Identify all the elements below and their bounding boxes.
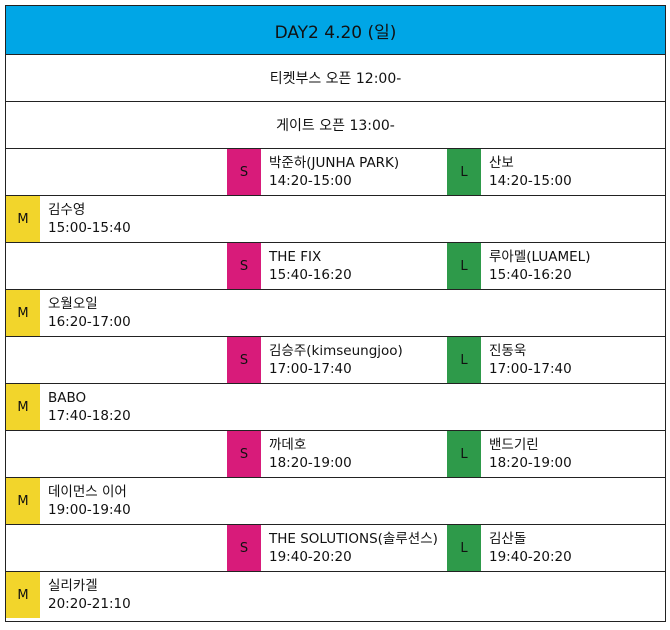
performance-time: 15:40-16:20 bbox=[269, 267, 352, 283]
slot-text: 루아멜(LUAMEL) 15:40-16:20 bbox=[489, 248, 590, 284]
gate-open-text: 게이트 오픈 13:00- bbox=[276, 118, 395, 134]
performance-time: 19:00-19:40 bbox=[48, 502, 131, 518]
stage-badge-l: L bbox=[447, 243, 481, 289]
artist-name: 밴드기린 bbox=[489, 437, 539, 453]
artist-name: 까데호 bbox=[269, 437, 307, 453]
schedule-row: S 김승주(kimseungjoo) 17:00-17:40 L 진동욱 17:00-17… bbox=[6, 337, 665, 384]
gate-open-row: 게이트 오픈 13:00- bbox=[6, 102, 665, 149]
schedule-row: M 오월오일 16:20-17:00 bbox=[6, 290, 665, 337]
slot-text: THE FIX 15:40-16:20 bbox=[269, 248, 352, 284]
stage-badge-m: M bbox=[6, 384, 40, 430]
stage-badge-l: L bbox=[447, 337, 481, 383]
slot-text: BABO 17:40-18:20 bbox=[48, 389, 131, 425]
stage-badge-m: M bbox=[6, 572, 40, 618]
performance-time: 14:20-15:00 bbox=[269, 173, 352, 189]
artist-name: 루아멜(LUAMEL) bbox=[489, 249, 591, 265]
day-title: DAY2 4.20 (일) bbox=[274, 22, 397, 43]
slot-text: 밴드기린 18:20-19:00 bbox=[489, 436, 572, 472]
slot-text: 산보 14:20-15:00 bbox=[489, 154, 572, 190]
performance-time: 18:20-19:00 bbox=[269, 455, 352, 471]
stage-badge-l: L bbox=[447, 525, 481, 571]
artist-name: 김승주(kimseungjoo) bbox=[269, 343, 403, 359]
schedule-row: M 김수영 15:00-15:40 bbox=[6, 196, 665, 243]
performance-time: 16:20-17:00 bbox=[48, 314, 131, 330]
schedule-row: S 까데호 18:20-19:00 L 밴드기린 18:20-19:00 bbox=[6, 431, 665, 478]
schedule-row: M 데이먼스 이어 19:00-19:40 bbox=[6, 478, 665, 525]
schedule-row: S THE FIX 15:40-16:20 L 루아멜(LUAMEL) 15:40-16:… bbox=[6, 243, 665, 290]
performance-time: 17:00-17:40 bbox=[269, 361, 352, 377]
performance-time: 18:20-19:00 bbox=[489, 455, 572, 471]
day-header: DAY2 4.20 (일) bbox=[6, 6, 665, 55]
stage-badge-l: L bbox=[447, 149, 481, 195]
performance-time: 15:40-16:20 bbox=[489, 267, 572, 283]
schedule-row: S 박준하(JUNHA PARK) 14:20-15:00 L 산보 14:20-15:0… bbox=[6, 149, 665, 196]
slot-text: 김산돌 19:40-20:20 bbox=[489, 530, 572, 566]
slot-text: 실리카겔 20:20-21:10 bbox=[48, 577, 131, 613]
stage-badge-m: M bbox=[6, 196, 40, 242]
slot-text: 박준하(JUNHA PARK) 14:20-15:00 bbox=[269, 154, 399, 190]
stage-badge-s: S bbox=[227, 243, 261, 289]
artist-name: THE FIX bbox=[269, 249, 322, 265]
stage-badge-l: L bbox=[447, 431, 481, 477]
slot-text: 진동욱 17:00-17:40 bbox=[489, 342, 572, 378]
ticket-booth-row: 티켓부스 오픈 12:00- bbox=[6, 55, 665, 102]
slot-text: 까데호 18:20-19:00 bbox=[269, 436, 352, 472]
performance-time: 15:00-15:40 bbox=[48, 220, 131, 236]
stage-badge-m: M bbox=[6, 290, 40, 336]
artist-name: BABO bbox=[48, 390, 87, 406]
artist-name: THE SOLUTIONS(솔루션스) bbox=[269, 531, 438, 547]
slot-text: 데이먼스 이어 19:00-19:40 bbox=[48, 483, 131, 519]
artist-name: 산보 bbox=[489, 155, 514, 171]
performance-time: 19:40-20:20 bbox=[269, 549, 352, 565]
artist-name: 진동욱 bbox=[489, 343, 527, 359]
schedule-row: M BABO 17:40-18:20 bbox=[6, 384, 665, 431]
performance-time: 20:20-21:10 bbox=[48, 596, 131, 612]
slot-text: 김승주(kimseungjoo) 17:00-17:40 bbox=[269, 342, 403, 378]
artist-name: 데이먼스 이어 bbox=[48, 484, 127, 500]
stage-badge-s: S bbox=[227, 149, 261, 195]
slot-text: 김수영 15:00-15:40 bbox=[48, 201, 131, 237]
schedule-table: DAY2 4.20 (일) 티켓부스 오픈 12:00- 게이트 오픈 13:0… bbox=[5, 5, 666, 622]
performance-time: 14:20-15:00 bbox=[489, 173, 572, 189]
artist-name: 실리카겔 bbox=[48, 578, 98, 594]
slot-text: 오월오일 16:20-17:00 bbox=[48, 295, 131, 331]
artist-name: 김산돌 bbox=[489, 531, 527, 547]
ticket-booth-text: 티켓부스 오픈 12:00- bbox=[269, 71, 402, 87]
artist-name: 김수영 bbox=[48, 202, 86, 218]
performance-time: 17:00-17:40 bbox=[489, 361, 572, 377]
performance-time: 19:40-20:20 bbox=[489, 549, 572, 565]
artist-name: 박준하(JUNHA PARK) bbox=[269, 155, 400, 171]
stage-badge-m: M bbox=[6, 478, 40, 524]
slot-text: THE SOLUTIONS(솔루션스) 19:40-20:20 bbox=[269, 530, 438, 566]
schedule-row: M 실리카겔 20:20-21:10 bbox=[6, 572, 665, 619]
stage-badge-s: S bbox=[227, 431, 261, 477]
stage-badge-s: S bbox=[227, 337, 261, 383]
schedule-row: S THE SOLUTIONS(솔루션스) 19:40-20:20 L 김산돌 19:40… bbox=[6, 525, 665, 572]
artist-name: 오월오일 bbox=[48, 296, 98, 312]
performance-time: 17:40-18:20 bbox=[48, 408, 131, 424]
stage-badge-s: S bbox=[227, 525, 261, 571]
